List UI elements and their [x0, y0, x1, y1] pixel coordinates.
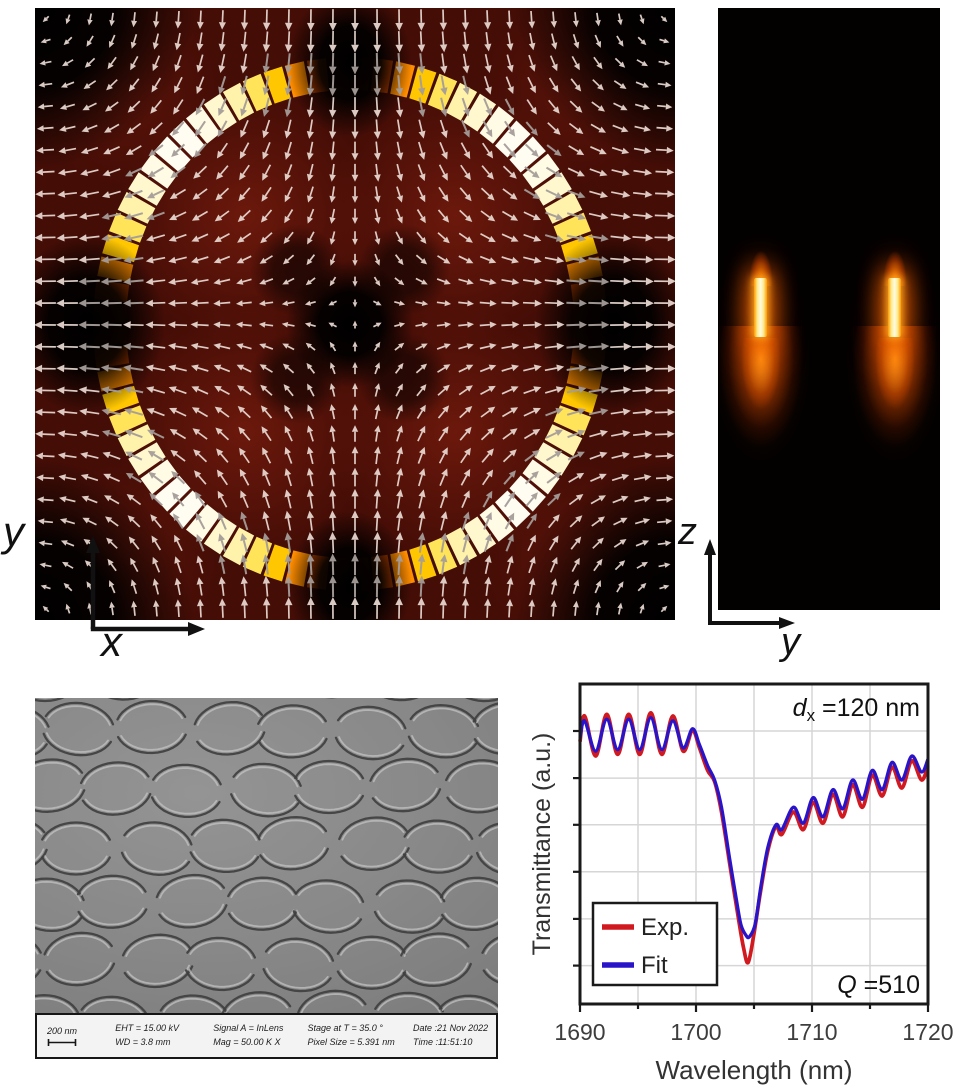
x-axis-title: Wavelength (nm): [656, 1055, 853, 1085]
panel-transmittance-chart: 1690 1700 1710 1720 Wavelength (nm) Transmitt…: [528, 675, 959, 1085]
hotspot-tail-core-right: [872, 338, 918, 456]
panel-field-zy: [718, 8, 940, 610]
sem-ring-array: [35, 698, 498, 1013]
field-xy-plot: [0, 0, 835, 780]
sem-wd: WD = 3.8 mm: [115, 1037, 171, 1047]
hotspot-flame-right: [881, 230, 909, 286]
hotspot-bar-right: [888, 278, 901, 337]
sem-info-col-signal: Signal A = InLens Mag = 50.00 K X: [213, 1022, 307, 1050]
x-tick-labels: 1690 1700 1710 1720: [554, 1019, 953, 1045]
quiver-arrows: [34, 9, 676, 619]
sem-info-bar: 200 nm EHT = 15.00 kV WD = 3.8 mm Signal…: [35, 1013, 498, 1059]
sem-eht: EHT = 15.00 kV: [115, 1023, 179, 1034]
curve-fit: [578, 715, 930, 940]
sem-mag: Mag = 50.00 K X: [213, 1037, 281, 1047]
scale-bar-icon: [47, 1038, 77, 1046]
legend-label-1: Fit: [641, 952, 668, 979]
sem-scale: 200 nm: [47, 1026, 109, 1047]
hotspot-bar-left: [754, 278, 767, 337]
sem-rings: [35, 698, 498, 1013]
svg-text:1690: 1690: [554, 1019, 605, 1045]
sem-time: Time :11:51:10: [413, 1037, 473, 1047]
sem-image: [35, 698, 498, 1013]
z-arrowhead: [704, 539, 716, 555]
chart-legend: Exp. Fit: [591, 901, 719, 987]
xy-axis-y-label: y: [3, 508, 24, 555]
zy-axis-z-label: z: [678, 511, 697, 553]
y-axis-title: Transmittance (a.u.): [530, 733, 556, 956]
sem-signal: Signal A = InLens: [213, 1023, 284, 1034]
svg-text:1710: 1710: [786, 1019, 837, 1045]
sem-stage: Stage at T = 35.0 °: [307, 1023, 383, 1034]
zy-axis-y-label: y: [781, 621, 800, 663]
sem-info-col-stage: Stage at T = 35.0 ° Pixel Size = 5.391 n…: [307, 1022, 413, 1050]
sem-info-col-beam: EHT = 15.00 kV WD = 3.8 mm: [115, 1022, 213, 1050]
legend-label-0: Exp.: [641, 914, 689, 941]
sem-date: Date :21 Nov 2022: [413, 1023, 489, 1034]
panel-sem: 200 nm EHT = 15.00 kV WD = 3.8 mm Signal…: [35, 698, 498, 1059]
sem-pixel-size: Pixel Size = 5.391 nm: [307, 1037, 395, 1047]
transmittance-chart: 1690 1700 1710 1720 Wavelength (nm) Transmitt…: [528, 682, 954, 1085]
sem-scale-label: 200 nm: [47, 1025, 78, 1036]
xy-axis-x-label: x: [101, 618, 122, 665]
hotspot-tail-core-left: [738, 338, 784, 456]
svg-text:1700: 1700: [670, 1019, 721, 1045]
hotspot-flame-left: [747, 230, 775, 286]
svg-text:1720: 1720: [902, 1019, 953, 1045]
series-curves: [578, 710, 930, 965]
panel-field-xy: [0, 0, 835, 780]
annotation-dx: dx =120 nm: [793, 694, 920, 725]
x-arrowhead: [188, 622, 205, 636]
annotation-q: Q =510: [837, 971, 920, 999]
sem-info-col-date: Date :21 Nov 2022 Time :11:51:10: [413, 1022, 496, 1050]
axis-ticks: [573, 729, 930, 1012]
